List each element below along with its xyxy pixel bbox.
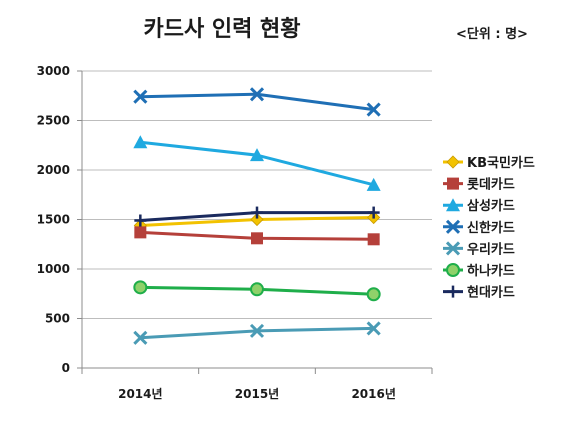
- series-line: [140, 92, 374, 112]
- y-tick-label: 500: [45, 312, 70, 326]
- y-tick-label: 2500: [37, 114, 70, 128]
- marker-stroke: [133, 330, 148, 345]
- legend-marker: [445, 219, 461, 234]
- data-point: [250, 212, 264, 227]
- series-7: [134, 206, 380, 227]
- data-point: [251, 232, 263, 245]
- marker-stroke: [366, 321, 381, 336]
- marker-stroke: [445, 241, 461, 256]
- y-tick-label: 1000: [37, 262, 70, 276]
- legend-label: 하나카드: [467, 263, 515, 279]
- data-point: [366, 102, 381, 117]
- legend-marker: [446, 198, 460, 212]
- marker-stroke: [445, 219, 461, 234]
- legend-label: 우리카드: [467, 241, 515, 257]
- data-point: [250, 148, 264, 162]
- data-point: [134, 226, 147, 239]
- legend-entry: 신한카드: [443, 219, 515, 236]
- data-point: [249, 323, 265, 338]
- series-5: [133, 321, 381, 345]
- x-tick-label: 2015년: [235, 387, 279, 401]
- marker-stroke: [249, 87, 265, 102]
- legend-entry: 하나카드: [443, 263, 515, 279]
- y-tick-label: 2000: [37, 163, 70, 177]
- data-point: [250, 282, 264, 297]
- y-tick-label: 0: [62, 361, 70, 375]
- series-6: [133, 280, 381, 302]
- marker-stroke: [366, 102, 381, 117]
- legend-entry: 현대카드: [443, 285, 515, 301]
- data-point: [366, 287, 381, 302]
- axes: [77, 70, 433, 374]
- data-point: [133, 89, 148, 104]
- y-tick-label: 1500: [37, 213, 70, 227]
- data-point: [249, 87, 265, 102]
- data-point: [367, 233, 380, 246]
- data-point: [133, 280, 148, 295]
- unit-label: <단위 : 명>: [456, 26, 528, 42]
- y-tick-labels: 0 500 1000 1500 2000 2500 3000: [37, 64, 70, 375]
- x-tick-labels: 2014년 2015년 2016년: [118, 387, 396, 401]
- series-3: [133, 135, 381, 191]
- y-tick-label: 3000: [37, 64, 70, 78]
- legend-label: 신한카드: [467, 220, 515, 236]
- data-point: [134, 214, 147, 227]
- legend-label: 현대카드: [467, 285, 515, 301]
- data-point: [133, 330, 148, 345]
- series-2: [134, 226, 380, 246]
- legend-marker: [447, 177, 459, 190]
- series-4: [133, 87, 381, 117]
- marker-stroke: [249, 323, 265, 338]
- legend-label: 삼성카드: [467, 198, 515, 214]
- data-point: [251, 206, 263, 219]
- chart-title: 카드사 인력 현황: [144, 17, 301, 42]
- data-point: [133, 135, 148, 149]
- data-point: [366, 321, 381, 336]
- legend-marker: [446, 155, 460, 169]
- gridlines: [82, 70, 432, 319]
- legend-marker: [446, 263, 460, 277]
- x-tick-label: 2016년: [351, 387, 395, 401]
- data-point: [366, 177, 381, 191]
- legend-label: 롯데카드: [467, 178, 515, 193]
- x-tick-label: 2014년: [118, 387, 162, 401]
- legend-marker: [447, 285, 459, 298]
- legend-label: KB국민카드: [467, 155, 535, 171]
- data-point: [367, 206, 380, 219]
- legend-entry: 우리카드: [443, 241, 515, 257]
- legend-marker: [445, 241, 461, 256]
- marker-stroke: [133, 89, 148, 104]
- series-lines: [133, 87, 381, 345]
- legend-entry: KB국민카드: [443, 155, 535, 171]
- legend-entry: 롯데카드: [443, 177, 515, 193]
- legend-entry: 삼성카드: [443, 198, 515, 214]
